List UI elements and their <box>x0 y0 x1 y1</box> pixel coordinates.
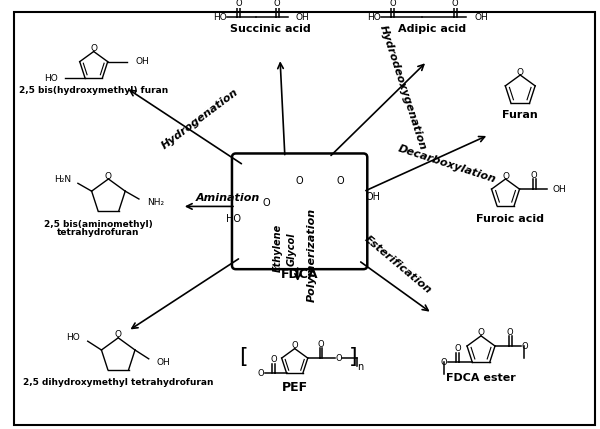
Text: OH: OH <box>553 184 566 193</box>
Text: O: O <box>336 353 343 363</box>
Text: Ethylene: Ethylene <box>273 224 283 272</box>
Text: Amination: Amination <box>196 193 260 202</box>
Text: O: O <box>236 0 242 8</box>
Text: O: O <box>90 44 97 53</box>
FancyBboxPatch shape <box>14 12 595 425</box>
Text: Hydrogenation: Hydrogenation <box>160 87 240 151</box>
Text: HO: HO <box>226 214 241 224</box>
Text: O: O <box>478 329 485 337</box>
Text: O: O <box>317 340 324 349</box>
Text: O: O <box>454 344 461 353</box>
Text: Hydrodeoxygenation: Hydrodeoxygenation <box>377 24 428 151</box>
Text: OH: OH <box>296 13 310 22</box>
Text: O: O <box>263 198 271 208</box>
Text: OH: OH <box>365 193 380 202</box>
Text: O: O <box>531 171 538 180</box>
Text: FDCA ester: FDCA ester <box>446 373 516 383</box>
Text: 2,5 bis(aminomethyl): 2,5 bis(aminomethyl) <box>44 220 153 229</box>
Text: O: O <box>502 172 509 181</box>
Text: O: O <box>440 358 447 367</box>
Text: [: [ <box>239 347 248 367</box>
Text: FDCA: FDCA <box>281 268 319 281</box>
Text: Furan: Furan <box>502 110 538 120</box>
FancyBboxPatch shape <box>232 154 367 269</box>
Text: O: O <box>271 355 277 364</box>
Text: OH: OH <box>474 13 488 22</box>
Text: 2,5 bis(hydroxymethyl) furan: 2,5 bis(hydroxymethyl) furan <box>19 86 169 95</box>
Text: O: O <box>451 0 458 8</box>
Text: ]: ] <box>349 347 358 367</box>
Text: O: O <box>258 369 265 378</box>
Text: O: O <box>296 176 304 186</box>
Text: H₂N: H₂N <box>54 175 71 184</box>
Text: PEF: PEF <box>281 381 308 394</box>
Text: OH: OH <box>135 57 149 66</box>
Text: HO: HO <box>214 13 227 22</box>
Text: HO: HO <box>367 13 381 22</box>
Text: Decarboxylation: Decarboxylation <box>397 144 497 185</box>
Text: O: O <box>389 0 396 8</box>
Text: Esterification: Esterification <box>362 233 433 295</box>
Text: O: O <box>115 330 122 339</box>
Text: 2,5 dihydroxymethyl tetrahydrofuran: 2,5 dihydroxymethyl tetrahydrofuran <box>23 378 214 387</box>
Text: Glycol: Glycol <box>287 233 297 266</box>
Text: O: O <box>105 172 112 181</box>
Text: NH₂: NH₂ <box>147 199 164 208</box>
Text: O: O <box>521 341 528 350</box>
Text: Succinic acid: Succinic acid <box>230 24 311 34</box>
Text: tetrahydrofuran: tetrahydrofuran <box>58 228 140 237</box>
Text: O: O <box>506 328 513 337</box>
Text: O: O <box>517 68 524 77</box>
Text: O: O <box>292 341 298 350</box>
Text: OH: OH <box>157 358 170 367</box>
Text: Polymerization: Polymerization <box>307 207 316 302</box>
Text: Adipic acid: Adipic acid <box>398 24 466 34</box>
Text: Furoic acid: Furoic acid <box>476 214 544 224</box>
Text: n: n <box>357 362 364 372</box>
Text: O: O <box>274 0 280 8</box>
Text: HO: HO <box>44 74 58 83</box>
Text: O: O <box>336 176 344 186</box>
Text: HO: HO <box>66 333 80 342</box>
